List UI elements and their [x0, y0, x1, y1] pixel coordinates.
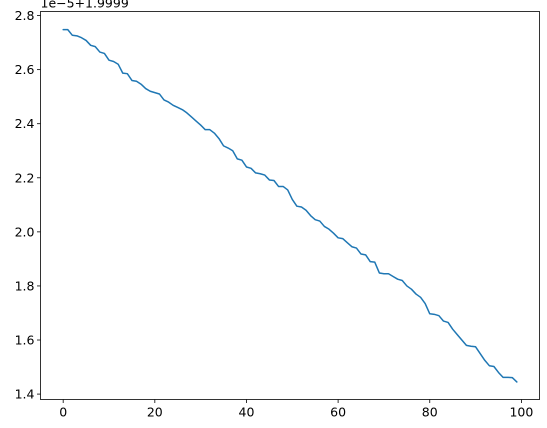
- y-tick-label: 2.4: [15, 116, 35, 131]
- y-tick-label: 2.0: [15, 224, 35, 239]
- y-axis-ticks: 1.4 1.6 1.8 2.0 2.2 2.4 2.6 2.8: [15, 8, 41, 402]
- series-line: [62, 28, 518, 383]
- y-tick-label: 1.8: [15, 278, 35, 293]
- x-tick-label: 100: [509, 405, 533, 420]
- y-tick-label: 2.2: [15, 170, 35, 185]
- x-tick-label: 80: [422, 405, 438, 420]
- x-tick-label: 20: [147, 405, 163, 420]
- y-tick-label: 1.4: [15, 387, 35, 402]
- y-tick-label: 2.6: [15, 62, 35, 77]
- x-tick-label: 40: [239, 405, 255, 420]
- axis-offset-label: 1e−5+1.9999: [41, 0, 129, 11]
- x-axis-ticks: 0 20 40 60 80 100: [59, 399, 533, 420]
- plot-area: [40, 11, 540, 400]
- y-tick-label: 1.6: [15, 333, 35, 348]
- x-tick-label: 0: [59, 405, 67, 420]
- y-tick-label: 2.8: [15, 8, 35, 23]
- plot-frame: [40, 11, 540, 400]
- x-tick-label: 60: [330, 405, 346, 420]
